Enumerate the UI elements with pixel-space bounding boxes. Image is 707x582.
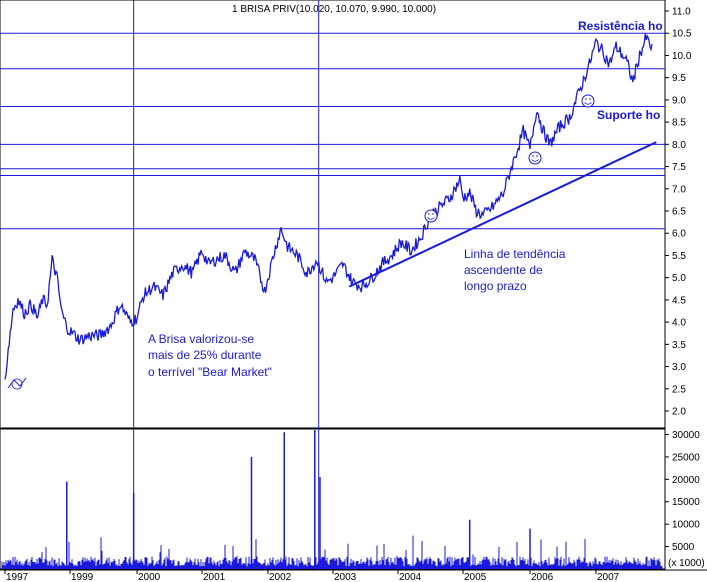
price-tick-label: 4.0 [672,318,686,329]
price-panel-frame [0,0,666,429]
time-tick-label: 2005 [464,572,487,582]
volume-tick-label: 5000 [672,542,695,553]
price-axis-ticks: 11.0 10.5 10.0 9.5 9.0 8.5 8.0 7.5 7.0 6.5 6.0 5.5 5… [665,7,692,418]
price-tick-label: 2.5 [672,384,686,395]
volume-panel-frame [0,428,666,570]
time-tick-label: 2002 [269,572,292,582]
price-tick-label: 5.0 [672,273,686,284]
price-tick-label: 10.5 [672,29,692,40]
price-tick-label: 2.0 [672,407,686,418]
trend-label-line1: Linha de tendência [464,247,566,261]
volume-axis-ticks: 30000 25000 20000 15000 10000 5000 [665,430,700,553]
price-tick-label: 8.5 [672,118,686,129]
time-tick-label: 2001 [203,572,226,582]
time-tick-label: 2007 [597,572,620,582]
trendline [348,141,657,288]
time-tick-label: 1999 [71,572,94,582]
note-line2: mais de 25% durante [148,348,262,362]
price-tick-label: 11.0 [672,7,691,18]
chart-title: 1 BRISA PRIV(10.020, 10.070, 9.990, 10.0… [232,4,436,15]
vertical-lines [133,0,320,570]
smiley-marker-2006a [528,151,542,165]
trendline-long-term [348,141,657,288]
time-tick-label: 2000 [138,572,161,582]
price-tick-label: 7.5 [672,162,686,173]
time-tick-label: 1997 [6,572,29,582]
volume-tick-label: 30000 [672,430,700,441]
price-tick-label: 3.0 [672,362,686,373]
note-line3: o terrível "Bear Market" [148,365,272,379]
price-tick-label: 7.0 [672,184,686,195]
horizontal-lines [0,32,665,230]
price-tick-label: 9.0 [672,95,686,106]
price-tick-label: 9.5 [672,73,686,84]
time-tick-label: 2003 [334,572,357,582]
volume-tick-label: 25000 [672,452,700,463]
price-line [4,33,653,380]
price-tick-label: 8.0 [672,140,686,151]
trend-label-line3: longo prazo [464,279,527,293]
volume-tick-label: 20000 [672,475,700,486]
price-tick-label: 6.0 [672,229,686,240]
resistance-label: Resistência ho [578,19,663,33]
trend-label-line2: ascendente de [464,263,543,277]
volume-tick-label: 15000 [672,497,700,508]
time-tick-label: 2006 [531,572,554,582]
note-line1: A Brisa valorizou-se [148,332,254,346]
support-label: Suporte ho [597,108,660,122]
volume-tick-label: 10000 [672,520,700,531]
volume-bars [1,430,663,569]
smiley-marker-2004 [424,209,438,223]
time-axis-ticks: 1997 1999 2000 2001 2002 2003 2004 2005 2006 2007 [4,570,620,582]
price-tick-label: 4.5 [672,295,686,306]
price-series [4,33,653,380]
time-tick-label: 2004 [399,572,422,582]
price-tick-label: 10.0 [672,51,692,62]
brisa-logo-mark [7,377,27,390]
price-tick-label: 3.5 [672,340,686,351]
volume-axis-unit: (x 1000) [668,558,705,569]
price-tick-label: 5.5 [672,251,686,262]
smiley-marker-2006b [581,94,595,108]
price-tick-label: 6.5 [672,207,686,218]
